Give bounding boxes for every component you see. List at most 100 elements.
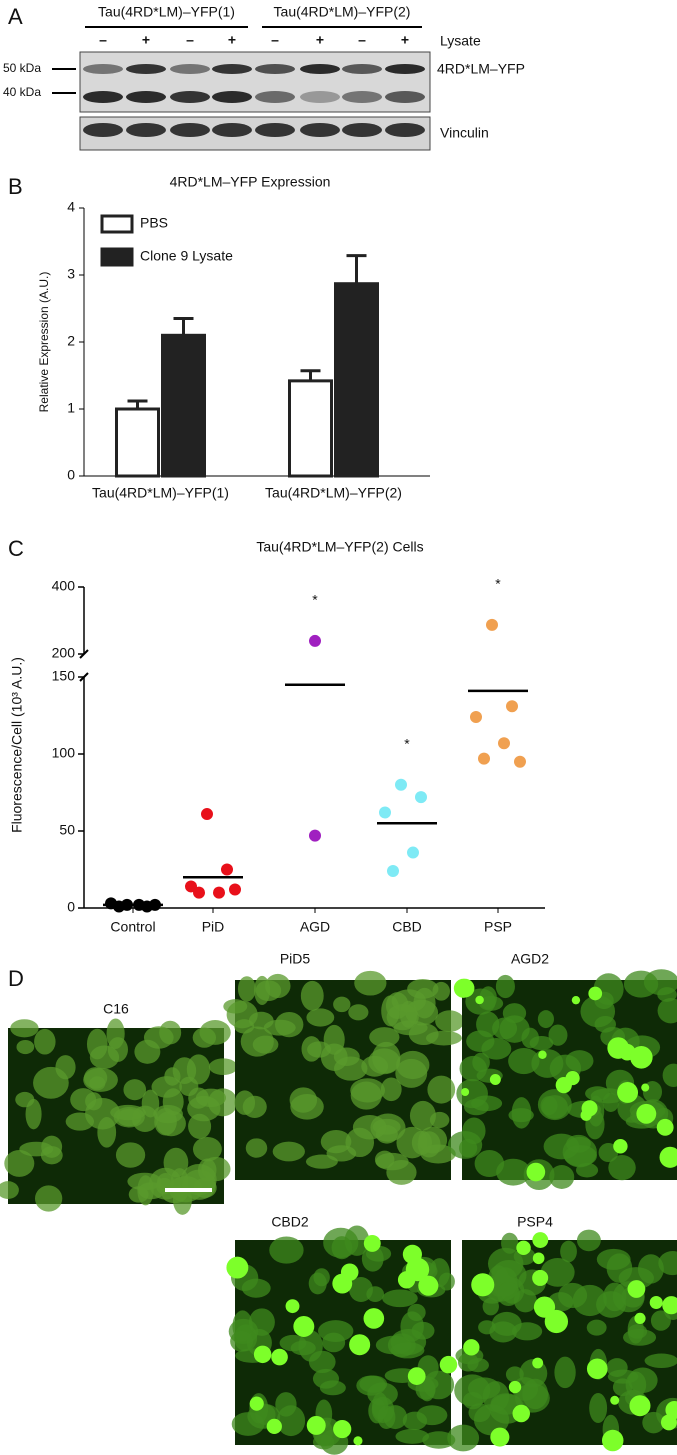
cell (464, 1098, 489, 1116)
group-label: Tau(4RD*LM)–YFP(2) (274, 4, 411, 20)
cell (89, 1076, 106, 1091)
error-bar (346, 254, 367, 284)
image-label: PSP4 (517, 1214, 553, 1230)
cell (476, 1011, 500, 1038)
band (126, 91, 166, 103)
inclusion (306, 1415, 326, 1435)
inclusion (271, 1348, 288, 1366)
inclusion (555, 1076, 572, 1094)
inclusion (512, 1404, 530, 1423)
cell (276, 1405, 306, 1437)
cell (657, 998, 677, 1024)
cell (188, 1113, 212, 1139)
cell (540, 1258, 575, 1287)
cell (473, 1404, 510, 1436)
inclusion (660, 1414, 677, 1431)
legend-swatch (100, 214, 134, 234)
inclusion (581, 1100, 598, 1117)
y-tick-label: 0 (67, 899, 75, 915)
cell (462, 1117, 486, 1145)
band (212, 91, 252, 103)
band (300, 91, 340, 103)
data-point (415, 791, 427, 804)
group-label: Tau(4RD*LM)–YFP(1) (98, 4, 235, 20)
data-point (506, 700, 518, 713)
band-label: Vinculin (440, 125, 489, 141)
inclusion (489, 1074, 501, 1086)
data-point (470, 711, 482, 724)
cell (390, 1342, 425, 1359)
cell (344, 1225, 370, 1256)
cell (159, 1020, 182, 1045)
band (342, 91, 382, 103)
cell (354, 970, 387, 996)
cell (290, 1093, 324, 1120)
lane-sign: – (99, 32, 107, 48)
y-tick-label: 400 (52, 578, 76, 594)
cell (0, 1181, 19, 1199)
panel-label: C (8, 536, 24, 561)
lane-sign: + (401, 32, 409, 48)
inclusion (532, 1269, 549, 1286)
cell (361, 1055, 389, 1077)
lane-sign: – (358, 32, 366, 48)
bar (334, 282, 379, 478)
cell (300, 980, 324, 1011)
band-label: 4RD*LM–YFP (437, 61, 525, 77)
cell (307, 1041, 332, 1058)
cell (467, 1358, 489, 1373)
cell (333, 996, 351, 1013)
inclusion (226, 1256, 249, 1279)
cell (308, 1350, 336, 1374)
x-tick-label: Control (110, 919, 155, 935)
band (126, 123, 166, 137)
cell (16, 1039, 35, 1055)
cell (422, 1431, 456, 1449)
image-label: PiD5 (280, 951, 311, 967)
cell (459, 1055, 487, 1082)
lane-sign: – (186, 32, 194, 48)
cell (598, 1143, 619, 1163)
cell (240, 1026, 274, 1057)
inclusion (412, 1372, 421, 1381)
inclusion (544, 1309, 569, 1334)
significance-mark: * (495, 576, 501, 592)
cell (248, 1308, 275, 1336)
inclusion (463, 1339, 480, 1356)
cell (383, 1405, 408, 1430)
cell (41, 1135, 63, 1158)
cell (255, 980, 282, 1002)
inclusion (532, 1252, 545, 1265)
bar (161, 333, 206, 478)
cell (589, 1393, 608, 1423)
image-label: CBD2 (271, 1214, 309, 1230)
cell (407, 979, 439, 999)
inclusion (293, 1316, 315, 1337)
cell (531, 1049, 564, 1078)
legend-label: Clone 9 Lysate (140, 248, 233, 264)
inclusion (439, 1355, 458, 1374)
band (126, 64, 166, 74)
cell (348, 1004, 369, 1021)
inclusion (571, 995, 581, 1005)
image-label: AGD2 (511, 951, 549, 967)
panel-label: D (8, 966, 24, 991)
y-tick-label: 0 (67, 467, 75, 483)
inclusion (659, 1146, 677, 1168)
x-tick-label: PiD (202, 919, 225, 935)
band (300, 123, 340, 137)
legend-label: PBS (140, 215, 168, 231)
y-axis-label: Fluorescence/Cell (10³ A.U.) (9, 657, 25, 833)
data-point (478, 752, 490, 765)
inclusion (526, 1162, 546, 1182)
cell (495, 974, 515, 999)
band (83, 64, 123, 74)
image-label: C16 (103, 1001, 129, 1017)
cell (560, 1240, 577, 1263)
cell (658, 1251, 677, 1276)
micrograph-cells (447, 1229, 677, 1452)
cell (317, 1320, 354, 1342)
cell (395, 1428, 430, 1444)
cell (427, 1075, 456, 1104)
